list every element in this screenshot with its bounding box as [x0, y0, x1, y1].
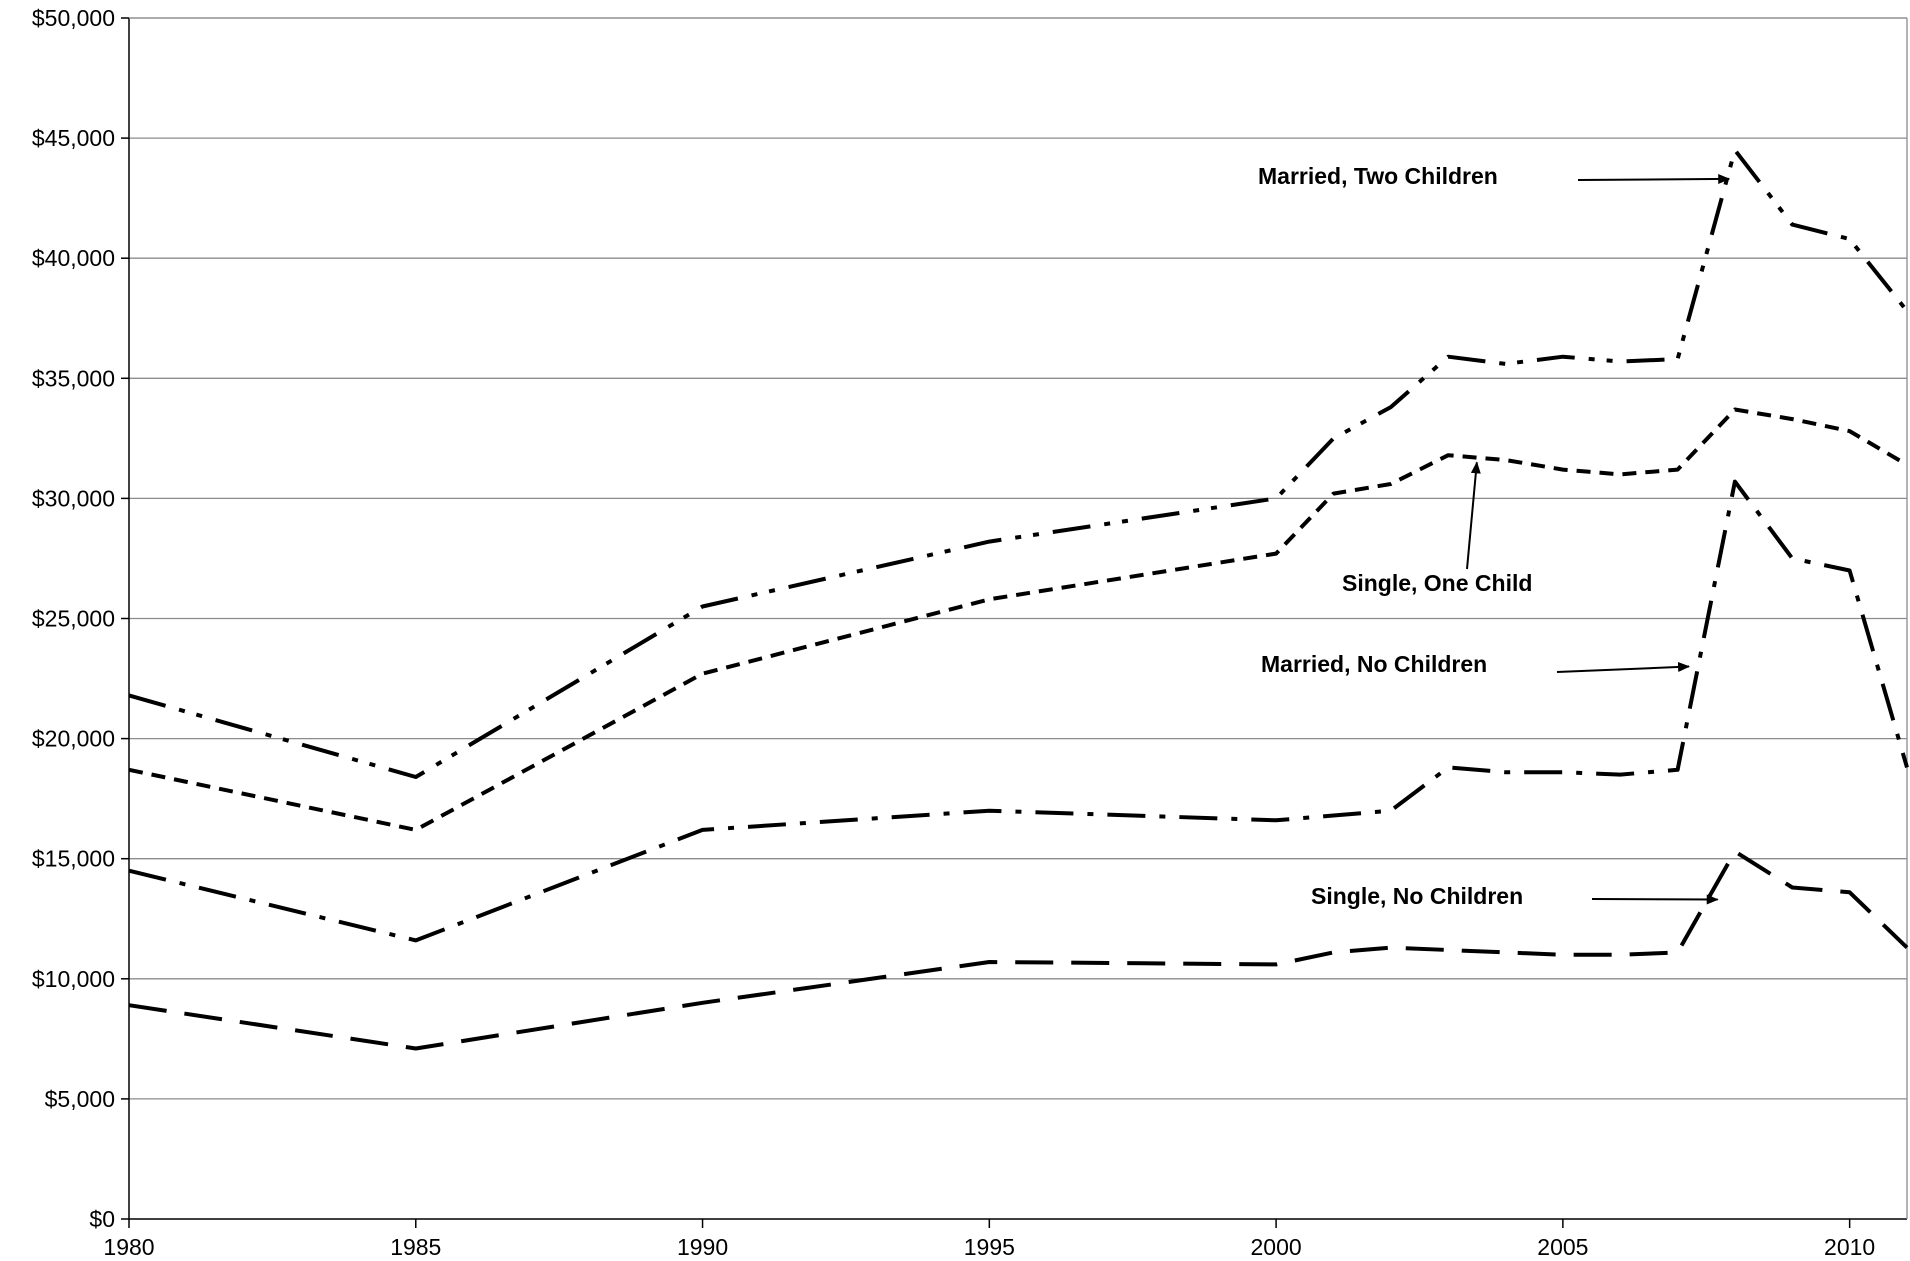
y-tick-label: $35,000: [32, 365, 115, 391]
y-tick-label: $45,000: [32, 125, 115, 151]
x-tick-label: 1980: [103, 1234, 154, 1260]
x-tick-label: 1995: [964, 1234, 1015, 1260]
annotation-arrow: [1591, 894, 1719, 905]
y-tick-label: $50,000: [32, 5, 115, 31]
annotation-label: Single, One Child: [1342, 570, 1532, 596]
y-tick-label: $10,000: [32, 966, 115, 992]
y-tick-label: $20,000: [32, 726, 115, 752]
y-tick-label: $0: [89, 1206, 115, 1232]
annotation-arrow: [1466, 461, 1481, 570]
series-lines: [128, 148, 1909, 1051]
annotation-arrow: [1577, 174, 1731, 185]
y-tick-label: $15,000: [32, 846, 115, 872]
y-tick-label: $25,000: [32, 606, 115, 632]
series-line-married-no-children: [128, 479, 1909, 943]
x-tick-label: 2000: [1251, 1234, 1302, 1260]
x-tick-label: 2010: [1824, 1234, 1875, 1260]
axes: $0 $5,000 $10,000 $15,000 $20,000 $25,000 $30,…: [32, 5, 1908, 1260]
series-line-single-one-child: [128, 407, 1909, 832]
annotation-label: Single, No Children: [1311, 883, 1523, 909]
annotations: Married, Two Children Single, One Child Ma…: [1258, 163, 1731, 909]
series-line-single-no-children: [128, 849, 1909, 1051]
annotation-arrow: [1556, 661, 1691, 673]
annotation-label: Married, Two Children: [1258, 163, 1498, 189]
y-tick-label: $40,000: [32, 245, 115, 271]
y-tick-label: $5,000: [45, 1086, 115, 1112]
x-tick-label: 1985: [390, 1234, 441, 1260]
annotation-label: Married, No Children: [1261, 651, 1487, 677]
series-line-married-two-children: [128, 148, 1909, 779]
y-tick-label: $30,000: [32, 485, 115, 511]
x-tick-label: 1990: [677, 1234, 728, 1260]
x-tick-label: 2005: [1537, 1234, 1588, 1260]
